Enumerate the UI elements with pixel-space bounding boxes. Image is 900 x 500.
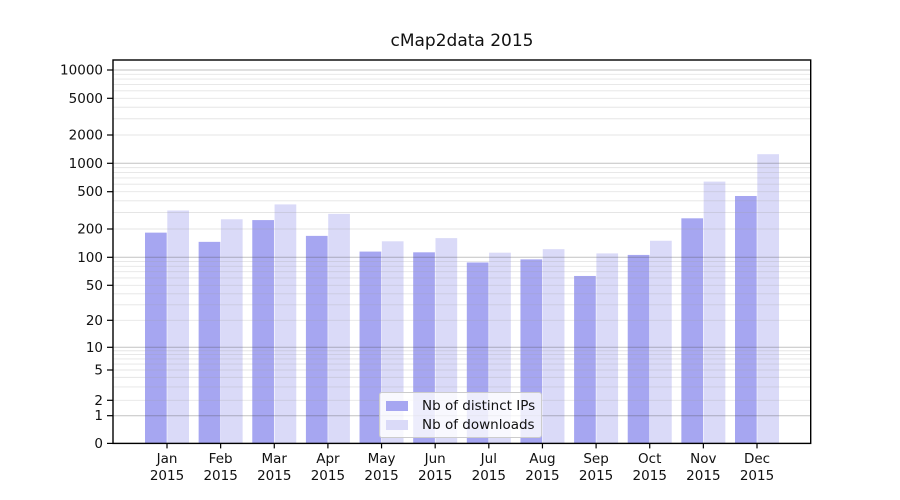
x-tick-label-year: 2015: [418, 468, 452, 484]
bar-downloads-sep: [596, 253, 619, 444]
y-tick-label: 500: [77, 184, 103, 200]
y-tick-label: 2: [94, 393, 103, 409]
x-tick-label-year: 2015: [257, 468, 291, 484]
bar-ips-oct: [627, 254, 650, 444]
x-tick-label-month: Jul: [480, 451, 497, 467]
bar-ips-feb: [198, 241, 221, 444]
x-tick-label-month: Oct: [638, 451, 661, 467]
bar-ips-sep: [574, 275, 596, 444]
x-tick-label-year: 2015: [525, 468, 559, 484]
x-tick-label-year: 2015: [686, 468, 720, 484]
legend-label-downloads: Nb of downloads: [422, 416, 535, 433]
y-tick-label: 50: [86, 278, 103, 294]
bar-downloads-dec: [757, 154, 779, 444]
x-tick-label-year: 2015: [633, 468, 667, 484]
bar-downloads-apr: [328, 213, 350, 444]
x-tick-label-month: May: [368, 451, 396, 467]
bar-ips-nov: [681, 218, 704, 444]
y-tick-label: 5: [94, 363, 103, 379]
x-tick-label-year: 2015: [579, 468, 613, 484]
bar-ips-mar: [252, 220, 274, 444]
bar-downloads-mar: [274, 204, 297, 444]
legend-item-distinct-ips: Nb of distinct IPs: [386, 397, 536, 414]
x-tick-label-month: Nov: [690, 451, 716, 467]
y-tick-label: 10: [86, 340, 103, 356]
x-tick-label-month: Dec: [744, 451, 770, 467]
x-tick-label-month: Apr: [316, 451, 340, 467]
x-tick-label-year: 2015: [150, 468, 184, 484]
y-tick-label: 1000: [69, 156, 103, 172]
y-tick-label: 2000: [69, 128, 103, 144]
x-tick-label-year: 2015: [203, 468, 237, 484]
legend: Nb of distinct IPs Nb of downloads: [379, 392, 542, 438]
bar-ips-dec: [735, 195, 757, 444]
y-tick-label: 10000: [60, 63, 103, 79]
legend-swatch-distinct-ips: [386, 400, 408, 411]
legend-item-downloads: Nb of downloads: [386, 416, 535, 433]
bar-downloads-feb: [220, 219, 243, 444]
x-tick-label-month: Feb: [209, 451, 233, 467]
x-tick-label-month: Aug: [529, 451, 555, 467]
bar-downloads-nov: [703, 181, 726, 444]
legend-label-distinct-ips: Nb of distinct IPs: [422, 397, 536, 414]
chart-title: cMap2data 2015: [390, 31, 534, 51]
bar-ips-jan: [145, 232, 167, 444]
bar-ips-may: [359, 251, 382, 444]
x-tick-label-year: 2015: [472, 468, 506, 484]
y-tick-label: 0: [94, 436, 103, 452]
bar-downloads-jan: [167, 210, 189, 444]
x-tick-label-year: 2015: [311, 468, 345, 484]
x-tick-label-year: 2015: [364, 468, 398, 484]
y-tick-label: 1: [94, 408, 103, 424]
bar-ips-apr: [305, 235, 328, 444]
x-tick-label-month: Sep: [583, 451, 608, 467]
bar-downloads-aug: [542, 249, 565, 444]
y-tick-label: 200: [77, 222, 103, 238]
bar-downloads-oct: [650, 240, 672, 444]
x-tick-label-month: Mar: [262, 451, 288, 467]
x-tick-label-month: Jun: [424, 451, 446, 467]
y-tick-label: 20: [86, 313, 103, 329]
y-tick-label: 5000: [69, 91, 103, 107]
legend-swatch-downloads: [386, 419, 408, 430]
axes-spines: [112, 59, 812, 445]
x-tick-label-year: 2015: [740, 468, 774, 484]
x-tick-label-month: Jan: [156, 451, 178, 467]
y-tick-label: 100: [77, 250, 103, 266]
